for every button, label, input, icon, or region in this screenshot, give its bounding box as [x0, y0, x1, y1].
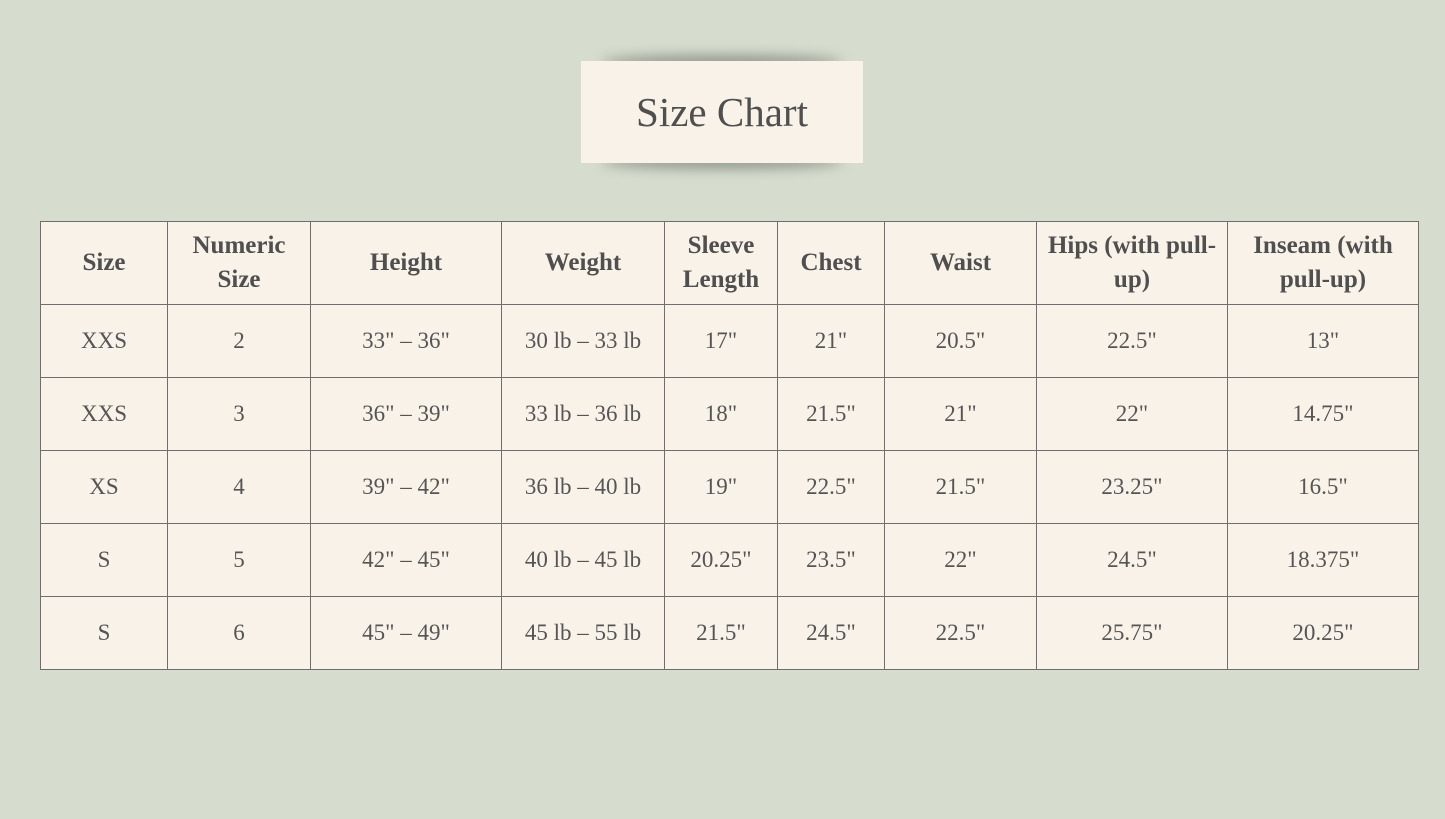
table-cell: 24.5" [1036, 523, 1228, 597]
column-header: Chest [777, 221, 885, 305]
table-cell: 13" [1227, 304, 1419, 378]
table-cell: 23.25" [1036, 450, 1228, 524]
table-cell: 40 lb – 45 lb [501, 523, 665, 597]
table-cell: 21" [777, 304, 885, 378]
table-cell: 2 [167, 304, 311, 378]
column-header: Inseam (with pull-up) [1227, 221, 1419, 305]
title-card: Size Chart [581, 55, 863, 169]
table-cell: 33 lb – 36 lb [501, 377, 665, 451]
column-header: Numeric Size [167, 221, 311, 305]
table-row: S 6 45" – 49" 45 lb – 55 lb 21.5" 24.5" 22.5" 2… [40, 596, 1419, 670]
column-header: Height [310, 221, 502, 305]
table-cell: 39" – 42" [310, 450, 502, 524]
table-cell: 22" [1036, 377, 1228, 451]
table-cell: 6 [167, 596, 311, 670]
table-cell: 21.5" [884, 450, 1037, 524]
table-cell: 20.25" [664, 523, 778, 597]
table-cell: 36" – 39" [310, 377, 502, 451]
page-title: Size Chart [581, 61, 863, 163]
table-cell: 23.5" [777, 523, 885, 597]
table-cell: 30 lb – 33 lb [501, 304, 665, 378]
table-cell: XS [40, 450, 168, 524]
table-cell: 18.375" [1227, 523, 1419, 597]
table-row: XS 4 39" – 42" 36 lb – 40 lb 19" 22.5" 21.5" 23… [40, 450, 1419, 524]
table-cell: 16.5" [1227, 450, 1419, 524]
table-cell: S [40, 523, 168, 597]
table-cell: 4 [167, 450, 311, 524]
table-cell: 17" [664, 304, 778, 378]
table-cell: 42" – 45" [310, 523, 502, 597]
table-cell: 22.5" [884, 596, 1037, 670]
table-cell: 21.5" [777, 377, 885, 451]
column-header: Waist [884, 221, 1037, 305]
size-chart-table: Size Numeric Size Height Weight Sleeve Lengt… [40, 221, 1419, 670]
column-header: Hips (with pull-up) [1036, 221, 1228, 305]
column-header: Weight [501, 221, 665, 305]
table-row: XXS 3 36" – 39" 33 lb – 36 lb 18" 21.5" 21" 22"… [40, 377, 1419, 451]
column-header: Size [40, 221, 168, 305]
table-cell: 45" – 49" [310, 596, 502, 670]
table-cell: S [40, 596, 168, 670]
table-cell: 19" [664, 450, 778, 524]
table-cell: 21" [884, 377, 1037, 451]
table-cell: 3 [167, 377, 311, 451]
table-cell: 24.5" [777, 596, 885, 670]
table-cell: XXS [40, 377, 168, 451]
table-cell: 5 [167, 523, 311, 597]
table-cell: 45 lb – 55 lb [501, 596, 665, 670]
column-header: Sleeve Length [664, 221, 778, 305]
table-row: S 5 42" – 45" 40 lb – 45 lb 20.25" 23.5" 22" 24… [40, 523, 1419, 597]
table-cell: 22" [884, 523, 1037, 597]
table-cell: 21.5" [664, 596, 778, 670]
table-cell: 36 lb – 40 lb [501, 450, 665, 524]
table-cell: 20.25" [1227, 596, 1419, 670]
table-cell: 22.5" [1036, 304, 1228, 378]
table-cell: 33" – 36" [310, 304, 502, 378]
table-cell: XXS [40, 304, 168, 378]
table-cell: 20.5" [884, 304, 1037, 378]
table-cell: 22.5" [777, 450, 885, 524]
table-cell: 25.75" [1036, 596, 1228, 670]
table-cell: 18" [664, 377, 778, 451]
table-header-row: Size Numeric Size Height Weight Sleeve Lengt… [40, 221, 1419, 305]
table-row: XXS 2 33" – 36" 30 lb – 33 lb 17" 21" 20.5" 22.… [40, 304, 1419, 378]
table-cell: 14.75" [1227, 377, 1419, 451]
